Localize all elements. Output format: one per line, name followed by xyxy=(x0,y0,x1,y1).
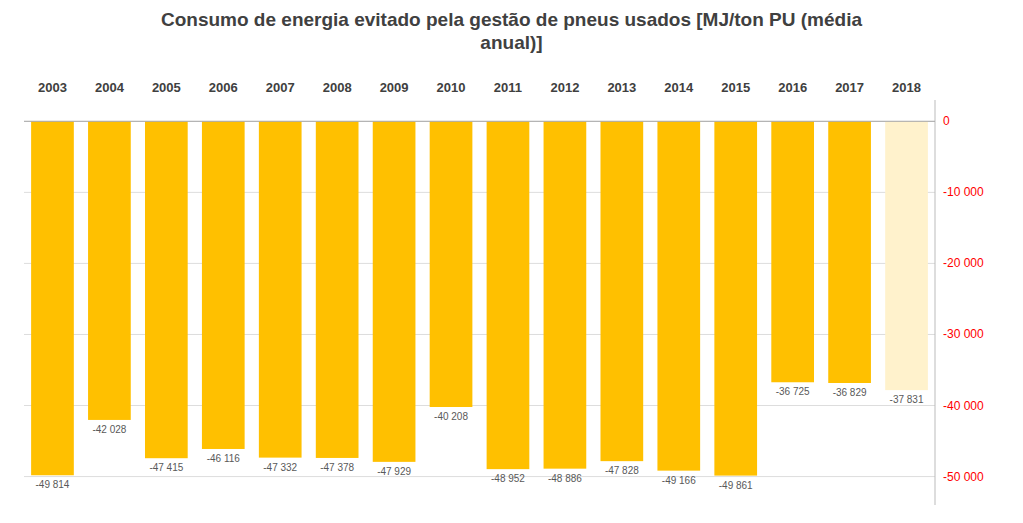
data-label: -36 725 xyxy=(776,386,810,397)
y-tick-label: -20 000 xyxy=(943,256,984,270)
y-axis: 0 -10 000 -20 000 -30 000 -40 000 -50 000 xyxy=(935,100,984,505)
x-tick-label: 2004 xyxy=(95,80,125,95)
bar xyxy=(657,121,700,470)
x-tick-label: 2010 xyxy=(437,80,466,95)
x-tick-label: 2012 xyxy=(550,80,579,95)
bar xyxy=(714,121,757,475)
y-tick-label: 0 xyxy=(943,114,950,128)
data-label: -47 828 xyxy=(605,465,639,476)
x-tick-label: 2016 xyxy=(778,80,807,95)
grid xyxy=(24,121,935,476)
x-tick-label: 2017 xyxy=(835,80,864,95)
x-tick-label: 2015 xyxy=(721,80,750,95)
data-label: -46 116 xyxy=(207,453,241,464)
title-line: Consumo de energia evitado pela gestão d… xyxy=(161,9,862,30)
y-tick-label: -10 000 xyxy=(943,185,984,199)
x-tick-label: 2013 xyxy=(607,80,636,95)
grid-line xyxy=(24,476,935,477)
bar xyxy=(544,121,587,468)
x-tick-label: 2003 xyxy=(38,80,67,95)
chart-title: Consumo de energia evitado pela gestão d… xyxy=(161,9,862,53)
y-tick-label: -50 000 xyxy=(943,470,984,484)
bar xyxy=(430,121,473,407)
grid-line xyxy=(24,121,935,122)
bar xyxy=(600,121,643,461)
x-tick-label: 2011 xyxy=(494,80,522,95)
data-label: -37 831 xyxy=(890,394,924,405)
bar xyxy=(885,121,928,390)
y-tick-label: -40 000 xyxy=(943,399,984,413)
bar xyxy=(771,121,814,382)
bar xyxy=(31,121,74,475)
data-label: -49 861 xyxy=(719,480,753,491)
data-label: -47 378 xyxy=(320,462,354,473)
data-labels: -49 814 -42 028 -47 415 -46 116 -47 332 -47 3… xyxy=(36,386,924,490)
x-tick-label: 2007 xyxy=(266,80,295,95)
data-label: -40 208 xyxy=(434,411,468,422)
bar xyxy=(145,121,188,458)
data-label: -42 028 xyxy=(92,424,126,435)
bars xyxy=(31,121,928,475)
bar xyxy=(373,121,416,462)
x-tick-label: 2008 xyxy=(323,80,352,95)
bar xyxy=(259,121,302,457)
bar xyxy=(88,121,131,420)
data-label: -36 829 xyxy=(833,387,867,398)
x-tick-label: 2009 xyxy=(380,80,409,95)
baseline xyxy=(24,121,935,122)
bar xyxy=(828,121,871,383)
x-tick-label: 2018 xyxy=(892,80,921,95)
data-label: -48 952 xyxy=(491,473,525,484)
bar xyxy=(487,121,530,469)
x-tick-label: 2006 xyxy=(209,80,238,95)
bar xyxy=(202,121,245,449)
data-label: -47 332 xyxy=(263,462,297,473)
chart-svg: Consumo de energia evitado pela gestão d… xyxy=(0,0,1023,523)
y-tick-label: -30 000 xyxy=(943,327,984,341)
data-label: -48 886 xyxy=(548,473,582,484)
x-axis: 2003 2004 2005 2006 2007 2008 2009 2010 2011 2012… xyxy=(38,80,921,95)
data-label: -49 814 xyxy=(36,479,70,490)
x-tick-label: 2005 xyxy=(152,80,181,95)
data-label: -49 166 xyxy=(662,475,696,486)
data-label: -47 929 xyxy=(377,466,411,477)
title-line: anual)] xyxy=(480,32,542,53)
bar xyxy=(316,121,359,458)
y-axis-line xyxy=(935,100,936,505)
data-label: -47 415 xyxy=(149,462,183,473)
chart-container: Consumo de energia evitado pela gestão d… xyxy=(0,0,1023,523)
x-tick-label: 2014 xyxy=(664,80,694,95)
